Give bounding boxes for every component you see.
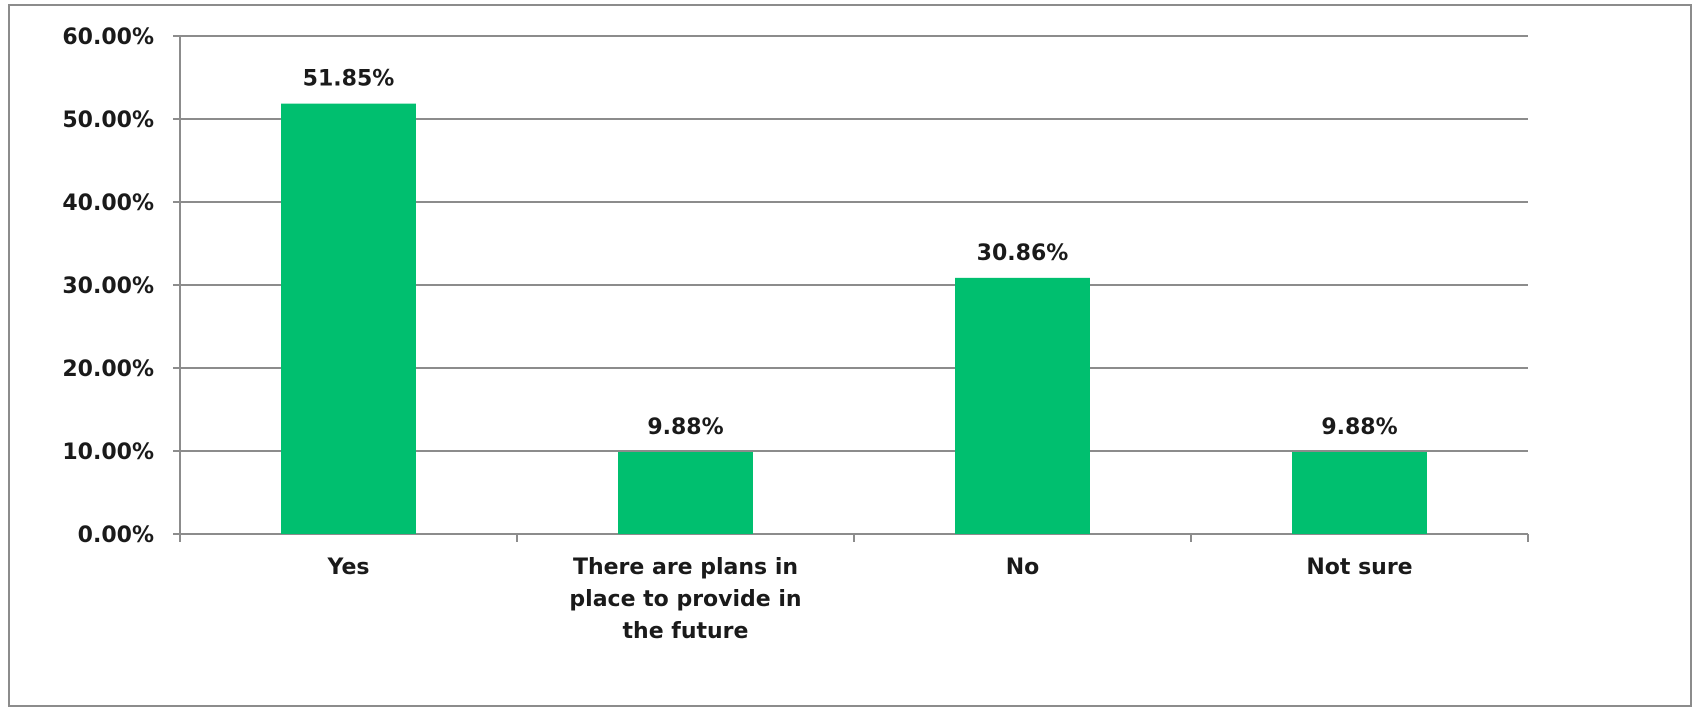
- chart-frame: 0.00% 10.00% 20.00% 30.00% 40.00% 50.00% 60.00…: [8, 4, 1692, 707]
- y-tick-labels: 0.00% 10.00% 20.00% 30.00% 40.00% 50.00% 60.00…: [62, 25, 154, 548]
- y-tick-label: 0.00%: [78, 523, 154, 548]
- x-category-label: the future: [623, 619, 749, 644]
- y-tick-label: 60.00%: [62, 25, 154, 50]
- x-category-labels: Yes There are plans in place to provide in…: [327, 555, 1413, 644]
- bar: [618, 451, 753, 534]
- y-tick-label: 40.00%: [62, 191, 154, 216]
- x-category-label: There are plans in: [573, 555, 798, 580]
- y-tick-label: 20.00%: [62, 357, 154, 382]
- data-label: 30.86%: [977, 241, 1069, 266]
- bar: [281, 103, 416, 535]
- y-tick-label: 30.00%: [62, 274, 154, 299]
- bars: [281, 103, 1427, 535]
- data-label: 51.85%: [303, 67, 395, 92]
- bar: [1292, 451, 1427, 534]
- y-tick-label: 50.00%: [62, 108, 154, 133]
- x-category-label: No: [1006, 555, 1040, 580]
- bar-chart: 0.00% 10.00% 20.00% 30.00% 40.00% 50.00% 60.00…: [62, 25, 1529, 644]
- bar: [955, 277, 1090, 534]
- y-tick-label: 10.00%: [62, 440, 154, 465]
- x-category-label: place to provide in: [569, 587, 801, 612]
- x-category-label: Not sure: [1306, 555, 1412, 580]
- x-category-label: Yes: [327, 555, 370, 580]
- data-label: 9.88%: [647, 415, 723, 440]
- data-label: 9.88%: [1321, 415, 1397, 440]
- data-labels: 51.85% 9.88% 30.86% 9.88%: [303, 67, 1398, 440]
